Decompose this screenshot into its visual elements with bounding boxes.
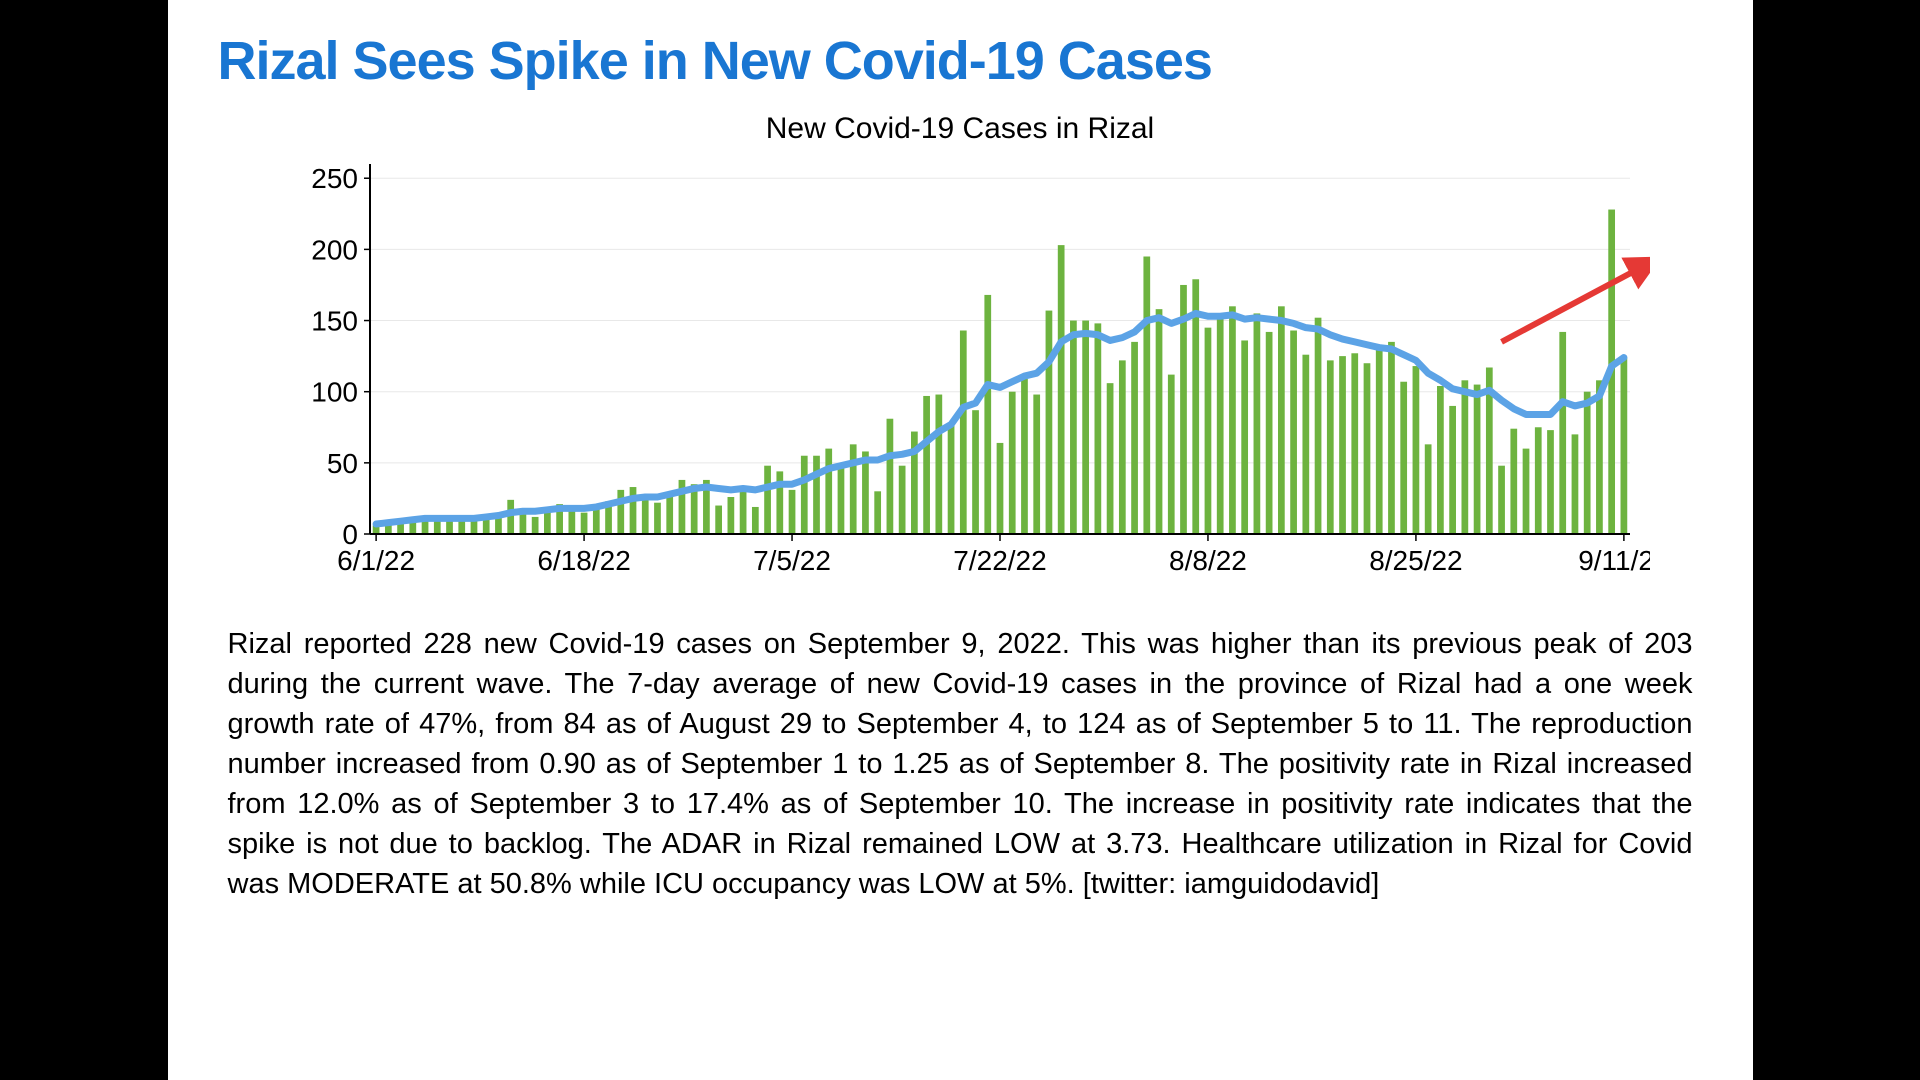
- svg-text:6/1/22: 6/1/22: [337, 545, 415, 576]
- svg-text:200: 200: [311, 234, 358, 265]
- covid-cases-chart: 0501001502002506/1/226/18/227/5/227/22/2…: [270, 154, 1650, 594]
- headline: Rizal Sees Spike in New Covid-19 Cases: [218, 30, 1703, 92]
- svg-text:7/5/22: 7/5/22: [753, 545, 831, 576]
- body-text: Rizal reported 228 new Covid-19 cases on…: [218, 624, 1703, 904]
- svg-text:8/8/22: 8/8/22: [1169, 545, 1247, 576]
- page-container: Rizal Sees Spike in New Covid-19 Cases N…: [168, 0, 1753, 1080]
- chart-title: New Covid-19 Cases in Rizal: [218, 112, 1703, 146]
- svg-text:100: 100: [311, 377, 358, 408]
- svg-text:9/11/22: 9/11/22: [1578, 545, 1650, 576]
- svg-text:6/18/22: 6/18/22: [537, 545, 630, 576]
- svg-text:8/25/22: 8/25/22: [1369, 545, 1462, 576]
- svg-text:150: 150: [311, 306, 358, 337]
- svg-text:250: 250: [311, 163, 358, 194]
- svg-text:7/22/22: 7/22/22: [953, 545, 1046, 576]
- chart-wrap: 0501001502002506/1/226/18/227/5/227/22/2…: [218, 154, 1703, 594]
- svg-text:50: 50: [327, 448, 358, 479]
